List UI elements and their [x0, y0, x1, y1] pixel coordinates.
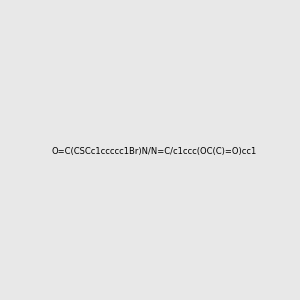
- Text: O=C(CSCc1ccccc1Br)N/N=C/c1ccc(OC(C)=O)cc1: O=C(CSCc1ccccc1Br)N/N=C/c1ccc(OC(C)=O)cc…: [51, 147, 256, 156]
